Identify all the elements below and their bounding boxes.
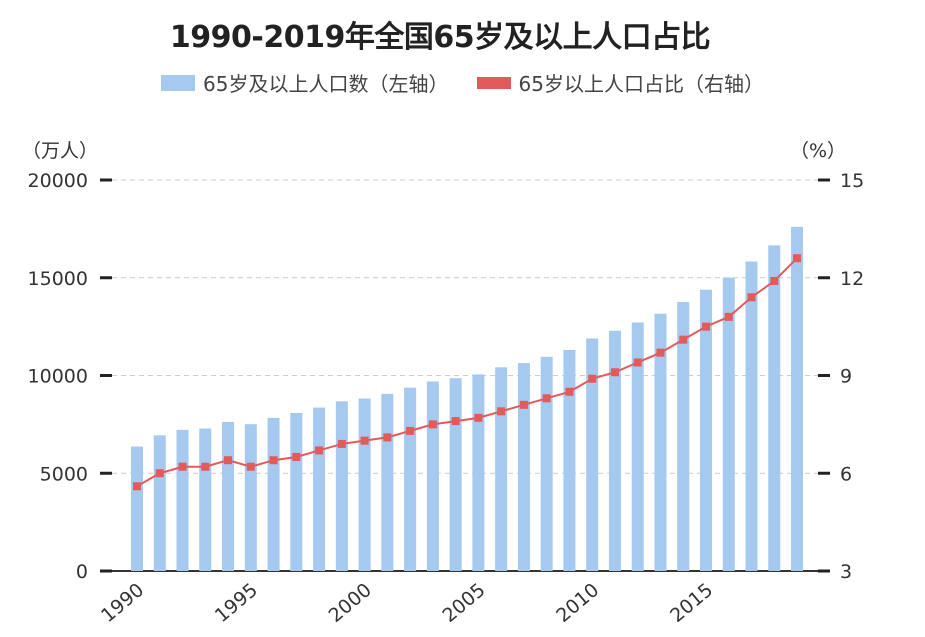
- bar: [381, 393, 394, 571]
- line-point: [383, 433, 392, 442]
- x-tick-label: 2000: [325, 579, 376, 627]
- line-point: [292, 452, 301, 461]
- legend-label-line: 65岁以上人口占比（右轴）: [518, 72, 764, 96]
- left-tick-label: 0: [76, 561, 88, 583]
- line-point: [201, 462, 210, 471]
- right-tick-label: 15: [840, 170, 864, 192]
- bar: [199, 428, 212, 571]
- bar: [153, 435, 166, 571]
- bar: [495, 367, 508, 571]
- bar: [563, 349, 576, 571]
- bar: [768, 245, 781, 571]
- line-point: [224, 456, 233, 465]
- line-point: [497, 407, 506, 416]
- series-line: [136, 257, 798, 488]
- line-point: [178, 462, 187, 471]
- bar: [222, 421, 235, 571]
- bar: [472, 374, 485, 571]
- bar: [290, 412, 303, 571]
- line-point: [565, 387, 574, 396]
- legend-swatch-bar: [161, 74, 196, 91]
- bar: [586, 338, 599, 571]
- left-tick-label: 15000: [28, 268, 88, 290]
- line-point: [474, 413, 483, 422]
- bar: [244, 424, 257, 571]
- line-point: [155, 469, 164, 478]
- bar: [335, 401, 348, 571]
- bar: [540, 356, 553, 571]
- line-point: [451, 417, 460, 426]
- line-point: [633, 358, 642, 367]
- legend-swatch-line: [476, 76, 511, 89]
- line-point: [702, 322, 710, 331]
- line-point: [770, 277, 779, 286]
- bar: [654, 313, 667, 571]
- x-tick-label: 2010: [552, 579, 603, 627]
- left-tick-label: 10000: [28, 366, 88, 388]
- x-tick-label: 2005: [438, 579, 489, 627]
- bar: [131, 446, 143, 571]
- right-tick-label: 9: [840, 366, 852, 388]
- right-axis-unit: （%）: [790, 140, 846, 162]
- line-point: [656, 348, 665, 357]
- bar: [313, 407, 326, 571]
- line-point: [406, 426, 415, 435]
- bar: [404, 387, 417, 571]
- line-point: [246, 462, 255, 471]
- left-axis-unit: （万人）: [22, 140, 98, 162]
- left-tick-label: 20000: [28, 170, 88, 192]
- bar: [517, 363, 530, 571]
- line-point: [133, 482, 141, 491]
- line-point: [679, 335, 688, 344]
- line-point: [588, 374, 597, 383]
- legend-label-bar: 65岁及以上人口数（左轴）: [203, 72, 449, 96]
- line-point: [428, 420, 437, 429]
- line-point: [337, 439, 346, 448]
- line-point: [360, 436, 369, 445]
- bar: [426, 381, 439, 571]
- bar: [722, 277, 735, 571]
- line-point: [269, 456, 278, 465]
- x-tick-label: 1995: [211, 579, 262, 627]
- bar: [631, 322, 644, 571]
- bar: [267, 417, 280, 571]
- right-tick-label: 12: [840, 268, 864, 290]
- bar: [608, 330, 621, 571]
- bar: [358, 398, 371, 571]
- right-tick-label: 3: [840, 561, 852, 583]
- line-point: [724, 312, 733, 321]
- line-point: [315, 446, 324, 455]
- right-tick-label: 6: [840, 463, 852, 485]
- line-point: [610, 368, 619, 377]
- bar: [700, 289, 712, 571]
- bar: [791, 226, 804, 572]
- bar: [745, 261, 758, 571]
- line-point: [747, 293, 756, 302]
- left-tick-label: 5000: [40, 463, 88, 485]
- line-point: [519, 400, 528, 409]
- line-point: [793, 254, 802, 263]
- line-point: [542, 394, 551, 403]
- x-tick-label: 2015: [666, 579, 717, 627]
- legend-item-bar: 65岁及以上人口数（左轴）: [161, 68, 449, 97]
- x-tick-label: 1990: [97, 579, 148, 627]
- bar: [176, 429, 189, 571]
- chart-title: 1990-2019年全国65岁及以上人口占比: [169, 20, 711, 55]
- legend-item-line: 65岁以上人口占比（右轴）: [476, 68, 764, 97]
- bar: [449, 378, 462, 571]
- legend: 65岁及以上人口数（左轴） 65岁以上人口占比（右轴）: [0, 68, 925, 97]
- bar: [677, 302, 690, 571]
